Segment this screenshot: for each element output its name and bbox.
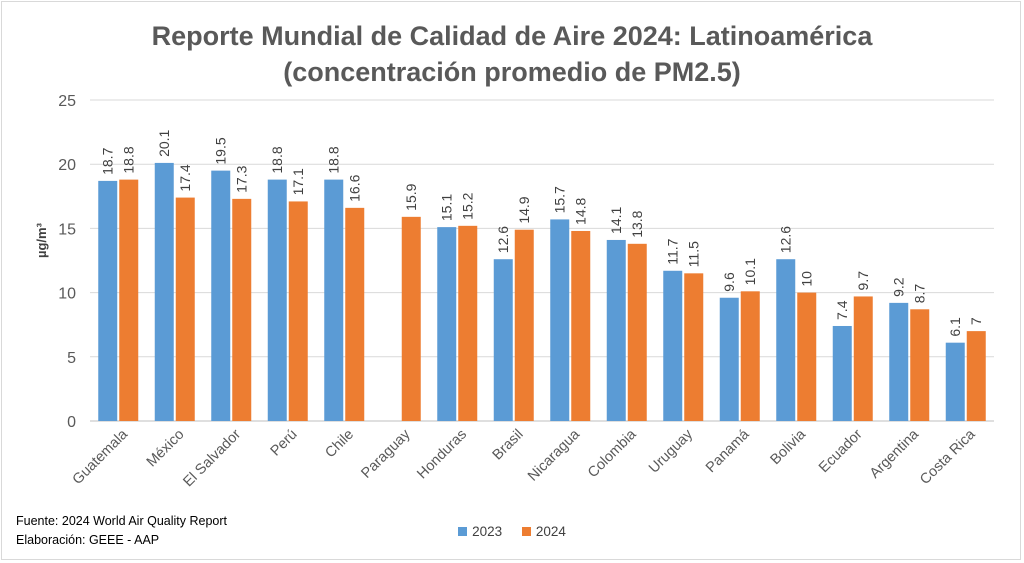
bar-2024-Costa Rica: [966, 331, 986, 421]
bar-2024-Bolivia: [797, 292, 817, 421]
chart-title-line1: Reporte Mundial de Calidad de Aire 2024:…: [151, 21, 873, 51]
y-tick-label: 10: [58, 286, 76, 303]
legend-label-2024: 2024: [535, 524, 566, 539]
data-label: 7.4: [834, 300, 850, 320]
bar-2024-Brasil: [514, 229, 534, 421]
legend-swatch-2024: [521, 527, 531, 536]
data-label: 14.9: [516, 196, 532, 223]
bar-2023-México: [154, 162, 174, 421]
bar-2023-Nicaragua: [550, 219, 570, 421]
bar-2023-Guatemala: [98, 180, 118, 421]
y-tick-label: 15: [58, 221, 76, 238]
bar-2023-Ecuador: [832, 325, 852, 421]
data-label: 17.4: [177, 164, 193, 191]
x-tick-label: Panamá: [703, 426, 753, 476]
data-label: 17.1: [290, 168, 306, 195]
bar-2024-Colombia: [627, 243, 647, 421]
x-tick-label: Colombia: [585, 426, 640, 481]
bar-2024-Guatemala: [119, 179, 139, 421]
data-label: 6.1: [947, 317, 963, 337]
data-label: 15.7: [552, 186, 568, 213]
bar-2023-Uruguay: [663, 270, 683, 421]
data-label: 7: [968, 317, 984, 325]
bar-2024-Nicaragua: [571, 230, 591, 421]
y-tick-label: 25: [58, 93, 76, 110]
bar-2024-Panamá: [740, 291, 760, 421]
legend-item-2023: 2023: [458, 524, 502, 539]
bar-2024-Perú: [288, 201, 308, 421]
data-label: 12.6: [778, 226, 794, 253]
bar-2024-México: [175, 197, 195, 421]
data-label: 10.1: [742, 258, 758, 285]
x-tick-label: Paraguay: [358, 426, 414, 482]
data-label: 20.1: [156, 129, 172, 156]
data-label: 9.6: [721, 272, 737, 292]
chart-title-line2: (concentración promedio de PM2.5): [283, 57, 741, 87]
data-label: 15.1: [439, 194, 455, 221]
legend-item-2024: 2024: [521, 524, 566, 539]
source-note: Fuente: 2024 World Air Quality Report: [16, 514, 227, 528]
data-label: 16.6: [347, 174, 363, 201]
data-label: 13.8: [629, 210, 645, 237]
data-label: 11.5: [686, 241, 702, 267]
y-tick-label: 0: [67, 414, 76, 431]
x-tick-label: Perú: [268, 427, 301, 460]
x-tick-label: México: [144, 427, 188, 471]
chart-title: Reporte Mundial de Calidad de Aire 2024:…: [0, 18, 1024, 90]
y-tick-label: 20: [58, 157, 76, 174]
x-tick-label: Guatemala: [70, 426, 132, 488]
data-label: 12.6: [495, 226, 511, 253]
x-tick-label: Costa Rica: [917, 426, 979, 488]
data-label: 15.9: [403, 183, 419, 210]
x-tick-label: Nicaragua: [525, 426, 584, 485]
bar-2023-Chile: [324, 179, 344, 421]
x-tick-label: Argentina: [867, 426, 923, 482]
bar-2023-Bolivia: [776, 259, 796, 421]
data-label: 14.1: [608, 206, 624, 233]
bar-2023-Panamá: [719, 297, 739, 421]
y-tick-label: 5: [67, 350, 76, 367]
data-label: 18.7: [100, 147, 116, 174]
data-label: 10: [799, 271, 815, 287]
x-tick-label: Chile: [322, 427, 357, 462]
bar-2023-Honduras: [437, 227, 457, 421]
x-tick-label: El Salvador: [180, 426, 244, 490]
author-note: Elaboración: GEEE - AAP: [16, 533, 160, 547]
data-label: 15.2: [460, 192, 476, 219]
bar-2023-El Salvador: [211, 170, 231, 421]
x-tick-label: Honduras: [414, 427, 470, 483]
data-label: 17.3: [234, 165, 250, 192]
data-label: 18.8: [121, 146, 137, 173]
bar-2023-Argentina: [889, 302, 909, 421]
data-label: 9.7: [855, 271, 871, 291]
x-tick-label: Brasil: [490, 427, 527, 464]
bar-2024-Honduras: [458, 225, 478, 421]
legend-label-2023: 2023: [472, 524, 503, 539]
bar-2024-Paraguay: [401, 216, 421, 421]
bar-2024-Uruguay: [684, 273, 704, 421]
x-tick-label: Ecuador: [816, 426, 866, 476]
data-label: 14.8: [573, 198, 589, 225]
bar-2024-Ecuador: [853, 296, 873, 421]
x-tick-label: Uruguay: [646, 426, 697, 477]
legend-swatch-2023: [458, 527, 468, 536]
bar-2023-Costa Rica: [945, 342, 965, 421]
bar-2023-Perú: [267, 179, 287, 421]
data-label: 18.8: [326, 146, 342, 173]
data-label: 19.5: [213, 137, 229, 164]
data-label: 18.8: [269, 146, 285, 173]
bar-2024-Chile: [345, 207, 365, 421]
bar-2023-Colombia: [606, 239, 626, 421]
data-label: 11.7: [665, 238, 681, 264]
bar-2024-El Salvador: [232, 198, 252, 421]
bar-2024-Argentina: [910, 309, 930, 421]
data-label: 9.2: [891, 277, 907, 297]
x-tick-label: Bolivia: [768, 426, 810, 468]
data-label: 8.7: [912, 284, 928, 304]
bar-2023-Brasil: [493, 259, 513, 421]
legend: 2023 2024: [0, 524, 1024, 539]
